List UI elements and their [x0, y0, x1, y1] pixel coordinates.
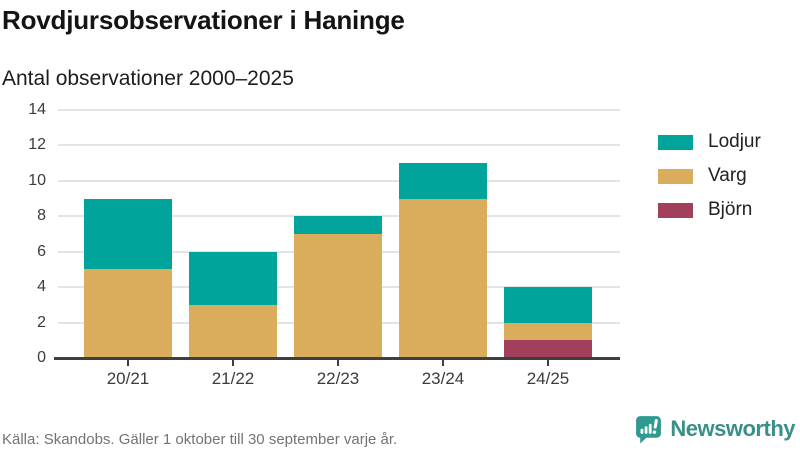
y-tick-label: 0 — [37, 349, 46, 366]
y-tick-label: 14 — [28, 101, 46, 118]
x-tick-label: 24/25 — [526, 369, 570, 388]
x-tick-label: 20/21 — [106, 369, 150, 388]
bar-segment-bjorn — [504, 340, 592, 358]
y-tick-label: 8 — [37, 207, 46, 225]
x-axis-line — [54, 357, 620, 360]
legend: Lodjur Varg Björn — [658, 131, 761, 221]
legend-label: Lodjur — [708, 131, 761, 152]
legend-swatch-varg — [658, 168, 693, 184]
bar-segment-lodjur — [294, 216, 382, 234]
x-tick-label: 22/23 — [316, 369, 360, 388]
newsworthy-bubble-chart-icon — [636, 416, 662, 444]
gridline-10 — [58, 179, 620, 182]
newsworthy-wordmark: Newsworthy — [670, 416, 795, 441]
x-tick-2 — [337, 360, 339, 366]
legend-item-lodjur: Lodjur — [658, 131, 761, 153]
page-title: Rovdjursobservationer i Haninge — [2, 5, 405, 35]
y-tick-label: 4 — [37, 278, 46, 296]
legend-item-bjorn: Björn — [658, 199, 761, 221]
bar-segment-varg — [84, 269, 172, 358]
y-tick-label: 12 — [28, 136, 46, 154]
legend-label: Varg — [708, 165, 747, 186]
bar-segment-lodjur — [189, 251, 277, 305]
x-tick-label: 21/22 — [211, 369, 255, 388]
source-text: Källa: Skandobs. Gäller 1 oktober till 3… — [2, 431, 398, 448]
x-tick-4 — [547, 360, 549, 366]
x-tick-0 — [127, 360, 129, 366]
bar-segment-varg — [504, 322, 592, 341]
bar-segment-varg — [294, 234, 382, 358]
gridline-14 — [58, 109, 620, 111]
legend-swatch-lodjur — [658, 134, 693, 150]
x-tick-label: 23/24 — [421, 369, 465, 388]
x-tick-3 — [442, 360, 444, 366]
y-tick-label: 6 — [37, 242, 46, 260]
legend-item-varg: Varg — [658, 165, 761, 187]
bar-segment-lodjur — [504, 287, 592, 323]
bar-segment-lodjur — [399, 163, 487, 199]
bar-segment-varg — [399, 198, 487, 358]
newsworthy-logo[interactable]: Newsworthy — [634, 414, 795, 444]
gridline-12 — [58, 144, 620, 147]
y-tick-label: 10 — [28, 171, 46, 189]
chart-subtitle: Antal observationer 2000–2025 — [2, 67, 294, 90]
y-tick-label: 2 — [37, 313, 46, 331]
legend-swatch-bjorn — [658, 202, 693, 218]
bar-segment-varg — [189, 304, 277, 358]
x-tick-1 — [232, 360, 234, 366]
bar-segment-lodjur — [84, 198, 172, 270]
legend-label: Björn — [708, 199, 753, 220]
